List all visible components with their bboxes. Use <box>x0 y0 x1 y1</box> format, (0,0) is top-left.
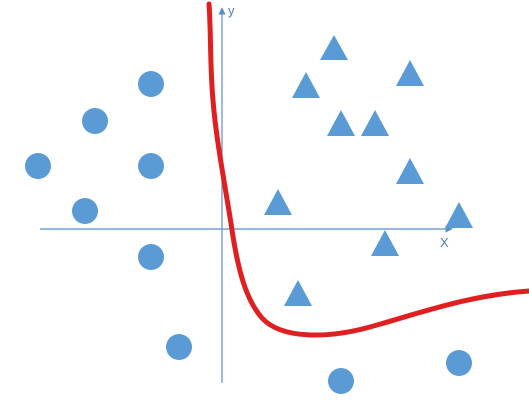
circle-icon <box>166 334 192 360</box>
circle-icon <box>446 350 472 376</box>
triangle-icon <box>292 72 320 98</box>
decision-boundary-curve <box>206 1 529 338</box>
triangle-icon <box>327 110 355 136</box>
triangle-icon <box>396 158 424 184</box>
circle-icon <box>72 198 98 224</box>
circle-icon <box>138 153 164 179</box>
circle-icon <box>25 153 51 179</box>
x-axis-label: X <box>440 235 449 250</box>
triangle-icon <box>264 189 292 215</box>
triangle-group <box>264 35 473 306</box>
triangle-icon <box>320 35 348 60</box>
triangle-icon <box>361 110 389 136</box>
triangle-icon <box>396 60 424 86</box>
triangle-icon <box>445 202 473 228</box>
triangle-icon <box>371 230 399 256</box>
circle-group <box>25 71 472 394</box>
y-axis-label: y <box>228 3 235 18</box>
circle-icon <box>138 244 164 270</box>
triangle-icon <box>284 280 312 306</box>
circle-icon <box>138 71 164 97</box>
circle-icon <box>328 368 354 394</box>
circle-icon <box>82 108 108 134</box>
